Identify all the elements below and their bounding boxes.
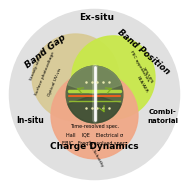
Text: Time-resolved spec.: Time-resolved spec. — [70, 124, 119, 129]
Circle shape — [66, 66, 123, 123]
Text: XPS/UPS: XPS/UPS — [141, 67, 154, 84]
Text: natorial: natorial — [147, 118, 178, 124]
Circle shape — [32, 34, 119, 121]
Text: Surface photovoltage: Surface photovoltage — [35, 51, 56, 96]
Text: In-situ: In-situ — [16, 116, 44, 125]
Text: Ex-situ: Ex-situ — [79, 12, 114, 22]
Text: Optical UV-vis: Optical UV-vis — [47, 67, 62, 97]
Wedge shape — [68, 66, 121, 94]
Text: Band Gap: Band Gap — [23, 32, 67, 70]
Circle shape — [9, 9, 180, 180]
Text: EEA/AER: EEA/AER — [135, 76, 148, 94]
Text: Combi-: Combi- — [149, 108, 176, 115]
Text: EBIC   Freq.-resolved spec.: EBIC Freq.-resolved spec. — [62, 141, 127, 146]
Circle shape — [51, 72, 138, 159]
Text: Mott-Schottky: Mott-Schottky — [85, 140, 104, 168]
Text: Charge Dynamics: Charge Dynamics — [50, 142, 139, 151]
Circle shape — [72, 36, 155, 119]
Text: Band Position: Band Position — [116, 28, 172, 76]
Text: PEC approaches: PEC approaches — [129, 50, 150, 82]
Wedge shape — [68, 94, 121, 123]
Text: Hall    IQE    Electrical σ: Hall IQE Electrical σ — [66, 133, 123, 138]
Text: Steady-state PL: Steady-state PL — [29, 48, 46, 81]
